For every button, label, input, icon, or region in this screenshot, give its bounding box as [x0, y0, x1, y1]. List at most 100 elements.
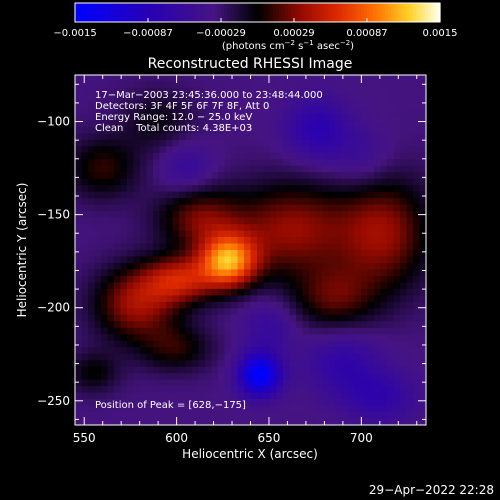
heatmap-cell — [75, 399, 82, 407]
heatmap-cell — [393, 353, 401, 361]
heatmap-cell — [114, 262, 121, 270]
heatmap-cell — [192, 243, 199, 251]
heatmap-cell — [283, 392, 290, 400]
heatmap-cell — [133, 81, 141, 89]
heatmap-cell — [380, 224, 388, 232]
heatmap-cell — [211, 133, 219, 141]
heatmap-cell — [159, 301, 167, 309]
heatmap-cell — [276, 314, 284, 322]
heatmap-cell — [315, 113, 323, 121]
heatmap-cell — [127, 295, 134, 303]
heatmap-cell — [211, 366, 219, 374]
heatmap-cell — [231, 198, 238, 206]
heatmap-cell — [133, 126, 141, 134]
heatmap-cell — [140, 139, 147, 147]
heatmap-cell — [341, 146, 349, 154]
heatmap-cell — [192, 133, 199, 141]
heatmap-cell — [406, 191, 414, 199]
heatmap-cell — [289, 191, 297, 199]
heatmap-cell — [75, 152, 82, 160]
colorbar-cell — [294, 3, 298, 22]
heatmap-cell — [211, 100, 219, 108]
heatmap-cell — [283, 94, 290, 102]
heatmap-cell — [348, 386, 355, 394]
heatmap-cell — [205, 198, 212, 206]
heatmap-cell — [406, 172, 414, 180]
heatmap-cell — [354, 340, 362, 348]
heatmap-cell — [88, 198, 95, 206]
colorbar-tick-label: −0.00029 — [196, 28, 246, 39]
heatmap-cell — [263, 217, 271, 225]
heatmap-cell — [107, 152, 115, 160]
heatmap-cell — [393, 172, 401, 180]
heatmap-cell — [406, 340, 414, 348]
heatmap-cell — [335, 159, 342, 167]
heatmap-cell — [289, 405, 297, 413]
colorbar-cell — [123, 3, 128, 22]
heatmap-cell — [237, 94, 245, 102]
heatmap-cell — [153, 366, 160, 374]
heatmap-cell — [224, 243, 232, 251]
heatmap-cell — [387, 262, 394, 270]
colorbar-cell — [418, 3, 423, 22]
heatmap-cell — [380, 81, 388, 89]
heatmap-cell — [107, 250, 115, 257]
heatmap-cell — [328, 120, 336, 128]
heatmap-cell — [348, 178, 355, 186]
colorbar-cell — [157, 3, 161, 22]
heatmap-cell — [133, 120, 141, 128]
heatmap-cell — [263, 172, 271, 180]
heatmap-cell — [81, 198, 89, 206]
heatmap-cell — [296, 185, 303, 193]
heatmap-cell — [263, 392, 271, 400]
heatmap-cell — [270, 301, 277, 309]
heatmap-cell — [179, 301, 186, 309]
heatmap-cell — [393, 392, 401, 400]
heatmap-cell — [88, 321, 95, 329]
heatmap-cell — [153, 418, 160, 426]
heatmap-cell — [198, 379, 206, 387]
heatmap-cell — [309, 399, 316, 407]
heatmap-cell — [374, 314, 381, 322]
heatmap-cell — [94, 94, 102, 102]
heatmap-cell — [270, 100, 277, 108]
heatmap-cell — [289, 301, 297, 309]
colorbar-cell — [360, 3, 365, 22]
heatmap-cell — [257, 75, 264, 82]
heatmap-cell — [127, 185, 134, 193]
heatmap-cell — [380, 185, 388, 193]
heatmap-cell — [309, 81, 316, 89]
heatmap-cell — [159, 178, 167, 186]
heatmap-cell — [88, 139, 95, 147]
heatmap-cell — [185, 113, 193, 121]
heatmap-cell — [400, 392, 407, 400]
heatmap-cell — [374, 198, 381, 206]
heatmap-cell — [413, 308, 420, 316]
heatmap-cell — [270, 152, 277, 160]
heatmap-cell — [218, 81, 225, 89]
heatmap-cell — [172, 353, 180, 361]
heatmap-cell — [419, 386, 427, 394]
heatmap-cell — [374, 269, 381, 277]
colorbar-cell — [251, 3, 256, 22]
heatmap-cell — [348, 237, 355, 245]
heatmap-cell — [322, 392, 329, 400]
heatmap-cell — [146, 256, 154, 264]
heatmap-cell — [127, 152, 134, 160]
heatmap-cell — [127, 269, 134, 277]
heatmap-cell — [419, 217, 427, 225]
heatmap-cell — [192, 237, 199, 245]
heatmap-cell — [270, 418, 277, 426]
heatmap-cell — [328, 243, 336, 251]
colorbar-cell — [202, 3, 207, 22]
heatmap-cell — [257, 230, 264, 238]
heatmap-cell — [348, 360, 355, 368]
heatmap-cell — [114, 217, 121, 225]
heatmap-cell — [107, 178, 115, 186]
heatmap-cell — [81, 334, 89, 342]
heatmap-cell — [322, 75, 329, 82]
heatmap-cell — [283, 211, 290, 219]
heatmap-cell — [257, 386, 264, 394]
heatmap-cell — [328, 165, 336, 173]
heatmap-cell — [198, 237, 206, 245]
